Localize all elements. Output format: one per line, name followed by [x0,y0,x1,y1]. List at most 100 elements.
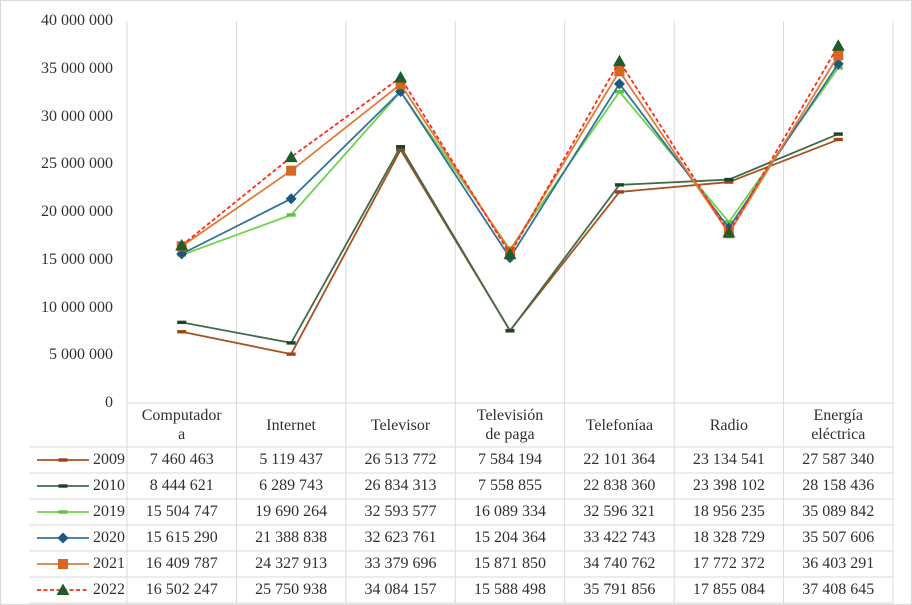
table-cell: 7 460 463 [149,451,214,468]
table-cell: 33 422 743 [583,529,656,546]
y-axis-tick-label: 0 [105,394,113,411]
data-point-marker [175,238,189,251]
table-cell: 6 289 743 [259,477,324,494]
column-header: Internet [266,416,316,434]
legend-swatch-2010 [37,484,89,488]
y-axis-tick-label: 25 000 000 [41,155,113,173]
column-header: Energía eléctrica [811,407,866,443]
y-axis-tick-label: 5 000 000 [49,346,113,364]
data-point-marker [833,132,843,136]
series-2021 [176,50,844,257]
series-line-2022 [181,45,840,256]
table-cell: 32 593 577 [364,503,437,520]
data-point-marker [614,190,624,194]
data-point-marker [722,225,736,238]
table-cell: 22 838 360 [583,477,656,494]
table-cell: 36 403 291 [802,555,875,572]
y-axis-tick-label: 10 000 000 [41,298,113,316]
table-cell: 15 504 747 [145,503,218,520]
series-line-2020 [181,63,840,260]
legend-marker [57,532,69,544]
data-point-marker [613,78,625,90]
legend-year-label: 2010 [93,477,125,494]
legend-marker [58,458,68,462]
data-point-marker [612,54,626,67]
table-cell: 16 502 247 [145,581,218,598]
table-cell: 32 596 321 [583,503,656,520]
y-axis-tick-label: 15 000 000 [41,250,113,268]
legend-marker [56,583,70,595]
data-point-marker [505,329,515,333]
legend-marker [58,484,68,488]
data-point-marker [724,220,734,224]
data-point-marker [614,183,624,187]
column-header: Televisor [370,416,431,434]
data-point-marker [395,79,406,90]
column-header: Telefoníaa [585,416,654,434]
table-cell: 27 587 340 [802,451,875,468]
table-cell: 19 690 264 [255,503,328,520]
legend-year-label: 2009 [93,451,125,468]
y-axis-tick-label: 30 000 000 [41,107,113,125]
table-cell: 23 398 102 [692,477,765,494]
table-cell: 5 119 437 [259,451,323,468]
data-point-marker [724,180,734,184]
table-cell: 22 101 364 [583,451,656,468]
legend-year-label: 2019 [93,503,125,520]
table-cell: 28 158 436 [802,477,875,494]
data-point-marker [396,148,406,152]
y-axis-tick-label: 40 000 000 [41,12,113,29]
legend-year-label: 2020 [93,529,125,546]
table-cell: 7 584 194 [477,451,542,468]
data-point-marker [831,39,845,51]
table-cell: 32 623 761 [364,529,437,546]
y-axis-tick-label: 35 000 000 [41,59,113,77]
table-cell: 26 513 772 [364,451,437,468]
series-2010 [177,132,843,345]
table-cell: 37 408 645 [802,581,875,598]
data-point-marker [396,145,406,149]
data-point-marker [503,247,517,260]
series-2022 [175,39,845,260]
table-cell: 35 507 606 [802,529,875,546]
y-axis-tick-label: 20 000 000 [41,203,113,220]
data-point-marker [394,70,408,83]
data-point-marker [284,150,298,163]
data-point-marker [614,90,624,94]
legend-marker [58,559,68,569]
table-cell: 26 834 313 [364,477,437,494]
table-cell: 17 772 372 [692,555,765,572]
series-line-2019 [181,67,840,256]
table-cell: 7 558 855 [477,477,542,494]
table-cell: 15 204 364 [473,529,546,546]
column-header: Televisión de paga [476,407,544,443]
data-point-marker [177,330,187,334]
legend-year-label: 2021 [93,555,125,572]
data-point-marker [286,165,297,176]
table-cell: 34 740 762 [583,555,656,572]
table-cell: 33 379 696 [364,555,437,572]
table-cell: 24 327 913 [255,555,328,572]
legend-swatch-2022 [37,583,89,595]
table-cell: 15 871 850 [473,555,546,572]
series-2019 [177,66,843,257]
table-cell: 18 956 235 [692,503,765,520]
table-cell: 35 089 842 [802,503,875,520]
data-point-marker [177,320,187,325]
series-2020 [176,58,844,264]
legend-swatch-2019 [37,510,89,514]
data-point-marker [286,213,296,217]
table-cell: 21 388 838 [255,529,328,546]
data-point-marker [833,137,843,142]
data-point-marker [724,177,734,182]
data-point-marker [833,50,844,61]
legend-swatch-2021 [37,559,89,569]
legend-swatch-2020 [37,532,89,544]
data-point-marker [614,66,625,77]
table-cell: 15 615 290 [145,529,218,546]
table-cell: 35 791 856 [583,581,656,598]
table-cell: 16 409 787 [145,555,218,572]
legend-year-label: 2022 [93,581,125,598]
